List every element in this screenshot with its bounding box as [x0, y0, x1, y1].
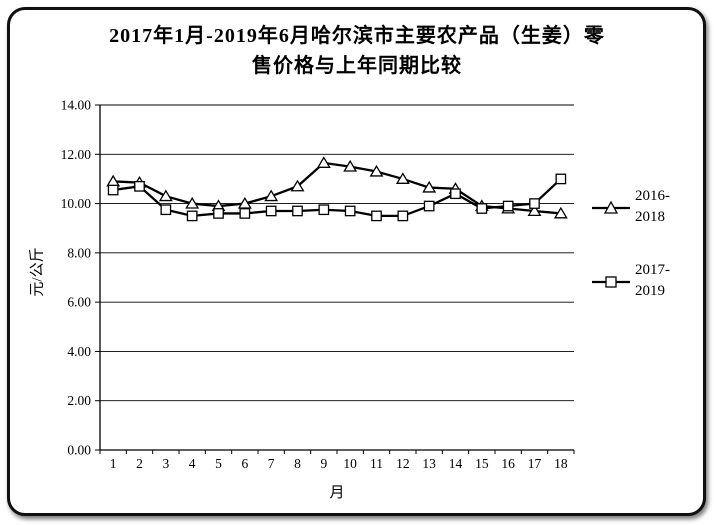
marker-square: [292, 205, 303, 217]
marker-square: [502, 200, 514, 212]
x-tick-label: 6: [241, 456, 248, 471]
marker-square: [239, 208, 251, 219]
marker-triangle: [369, 164, 384, 177]
legend: 2016- 2018 2017- 2019: [592, 186, 670, 302]
x-tick-label: 2: [136, 456, 143, 471]
marker-square: [134, 180, 145, 192]
series-line-2017-2019: [113, 178, 562, 218]
marker-triangle: [264, 189, 279, 202]
marker-square: [186, 210, 198, 222]
chart-title-line2: 售价格与上年同期比较: [252, 55, 462, 77]
x-tick-label: 14: [449, 456, 463, 471]
marker-square: [529, 198, 540, 209]
marker-square: [450, 188, 461, 200]
legend-label-2016-2018: 2016- 2018: [635, 188, 670, 225]
marker-square: [423, 200, 435, 212]
marker-square: [107, 184, 119, 196]
y-tick-label: 14.00: [61, 98, 92, 113]
x-tick-label: 1: [110, 456, 117, 471]
x-tick-label: 13: [422, 456, 436, 471]
x-tick-label: 9: [320, 456, 327, 471]
x-tick-label: 11: [370, 456, 383, 471]
x-tick-label: 15: [475, 456, 489, 471]
marker-triangle: [395, 172, 410, 184]
marker-triangle: [527, 204, 542, 217]
x-tick-label: 8: [294, 456, 301, 471]
marker-triangle: [158, 189, 173, 202]
legend-label-2017-2019: 2017- 2019: [635, 262, 670, 299]
chart-title: 2017年1月-2019年6月哈尔滨市主要农产品（生姜）零 售价格与上年同期比较: [0, 21, 714, 81]
marker-triangle: [422, 180, 437, 193]
chart-card-frame: [7, 7, 706, 516]
triangle-series-marker-icon: [592, 200, 630, 214]
series-line-2016-2018: [113, 161, 561, 215]
y-tick-label: 10.00: [61, 196, 92, 211]
marker-triangle: [316, 156, 331, 168]
square-series-marker-icon: [592, 275, 630, 288]
x-tick-label: 10: [343, 456, 357, 471]
marker-triangle: [343, 159, 358, 172]
y-tick-label: 2.00: [67, 393, 91, 408]
marker-square: [555, 173, 567, 185]
marker-triangle: [290, 179, 305, 192]
marker-square: [397, 210, 409, 222]
x-axis-title: 月: [329, 485, 345, 501]
legend-item-2016-2018: 2016- 2018: [592, 186, 670, 228]
marker-square: [265, 205, 277, 217]
x-tick-label: 4: [189, 456, 196, 471]
marker-square: [213, 208, 224, 219]
marker-square: [160, 204, 172, 216]
x-tick-label: 12: [396, 456, 410, 471]
marker-triangle: [185, 196, 200, 209]
y-tick-label: 12.00: [61, 147, 92, 162]
y-tick-label: 8.00: [67, 245, 91, 260]
y-tick-label: 0.00: [67, 443, 91, 458]
legend-item-2017-2019: 2017- 2019: [592, 260, 670, 302]
y-tick-label: 6.00: [67, 295, 91, 310]
marker-square: [344, 205, 356, 217]
marker-square: [371, 210, 382, 222]
x-tick-label: 18: [554, 456, 568, 471]
marker-triangle: [553, 206, 568, 219]
chart-title-line1: 2017年1月-2019年6月哈尔滨市主要农产品（生姜）零: [109, 25, 605, 47]
x-tick-label: 7: [268, 456, 275, 471]
x-tick-label: 17: [528, 456, 542, 471]
marker-square: [318, 204, 330, 216]
x-tick-label: 5: [215, 456, 222, 471]
x-tick-label: 3: [162, 456, 169, 471]
marker-square: [476, 203, 488, 214]
x-tick-label: 16: [501, 456, 515, 471]
y-tick-label: 4.00: [67, 344, 91, 359]
marker-triangle: [237, 196, 252, 209]
